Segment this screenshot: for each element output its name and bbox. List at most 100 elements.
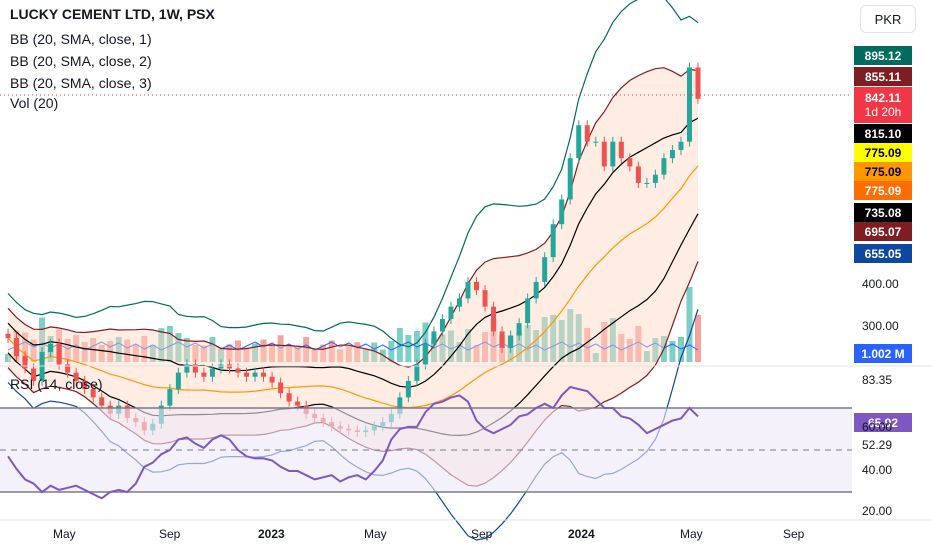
candle-body — [269, 376, 275, 383]
volume-bar — [609, 318, 616, 362]
volume-bar — [192, 345, 199, 362]
price-tag: 895.12 — [854, 46, 912, 65]
volume-bar — [115, 337, 122, 362]
candle-body — [678, 141, 684, 150]
symbol-title[interactable]: LUCKY CEMENT LTD, 1W, PSX — [10, 6, 215, 22]
price-tag-countdown: 1d 20h — [864, 105, 902, 119]
volume-bar — [286, 345, 293, 362]
candle-body — [56, 343, 62, 365]
volume-bar — [226, 344, 233, 362]
candle-layer — [0, 62, 852, 437]
volume-bar — [695, 314, 701, 362]
candle-body — [576, 125, 582, 159]
rsi-tick-label: 60.00 — [862, 420, 893, 434]
candle-body — [669, 149, 675, 159]
volume-bar — [252, 343, 259, 362]
candle-body — [474, 281, 480, 291]
candle-body — [601, 141, 607, 167]
volume-bar — [243, 347, 250, 362]
price-tag: 855.11 — [854, 67, 912, 86]
rsi-tick-label: 40.00 — [862, 463, 893, 477]
x-tick-label: 2024 — [568, 527, 595, 541]
volume-bar — [643, 351, 650, 362]
price-tag-value: 842.11 — [864, 91, 902, 105]
candle-body — [65, 364, 71, 373]
axis-layer — [0, 365, 932, 521]
candle-body — [431, 331, 437, 344]
volume-bar — [200, 345, 207, 362]
candle-body — [439, 319, 445, 332]
candle-body — [618, 141, 624, 159]
candle-body — [465, 281, 471, 299]
volume-bar — [328, 340, 335, 362]
candle-body — [14, 337, 20, 357]
price-tag: 655.05 — [854, 244, 912, 263]
candle-body — [635, 166, 641, 183]
volume-bar — [294, 345, 301, 362]
candle-body — [422, 343, 428, 365]
x-tick-label: May — [53, 527, 76, 541]
candle-body — [278, 382, 284, 394]
candle-body — [686, 67, 692, 142]
indicator-rsi[interactable]: RSI (14, close) — [10, 376, 103, 392]
volume-bar — [516, 331, 523, 362]
candle-body — [5, 333, 11, 338]
bb2-upper — [7, 67, 699, 368]
indicator-bb-3[interactable]: BB (20, SMA, close, 3) — [10, 75, 152, 91]
candle-body — [31, 368, 37, 381]
indicator-bb-2[interactable]: BB (20, SMA, close, 2) — [10, 53, 152, 69]
volume-bar — [132, 344, 139, 362]
volume-bar — [303, 337, 310, 362]
volume-bar — [337, 349, 344, 362]
volume-bar — [73, 335, 80, 362]
volume-bar — [635, 326, 642, 362]
price-tag: 775.09 — [854, 181, 912, 200]
indicator-volume[interactable]: Vol (20) — [10, 95, 59, 111]
volume-bar — [260, 339, 267, 362]
candle-body — [542, 257, 548, 282]
candle-body — [209, 368, 215, 377]
candle-body — [397, 397, 403, 414]
volume-bar — [5, 354, 11, 362]
candle-body — [90, 389, 96, 398]
indicator-bb-1[interactable]: BB (20, SMA, close, 1) — [10, 31, 152, 47]
volume-bar — [235, 340, 241, 362]
candle-body — [414, 364, 420, 381]
candle-body — [516, 323, 522, 336]
candle-body — [559, 199, 565, 225]
volume-tag: 1.002 M — [854, 344, 912, 363]
price-tag: 842.11 1d 20h — [854, 87, 912, 123]
rsi-tag: 65.92 — [854, 413, 912, 432]
volume-bar — [64, 339, 71, 362]
volume-bar — [269, 344, 276, 362]
currency-button[interactable]: PKR — [860, 5, 916, 33]
candle-body — [48, 343, 54, 353]
candle-body — [175, 372, 181, 390]
volume-bar — [430, 338, 437, 362]
rsi-tick-label: 52.29 — [862, 438, 893, 452]
volume-bar — [541, 317, 548, 362]
volume-bar — [575, 314, 582, 362]
bb1-upper — [7, 117, 699, 388]
volume-bar — [98, 345, 105, 362]
candle-body — [644, 182, 650, 184]
candle-body — [261, 372, 267, 377]
price-tag: 815.10 — [854, 124, 912, 143]
candle-body — [448, 306, 454, 320]
x-tick-label: Sep — [159, 527, 181, 541]
candle-body — [508, 335, 514, 348]
y-tick-label: 400.00 — [862, 277, 899, 291]
candle-body — [244, 372, 250, 377]
x-tick-label: May — [680, 527, 703, 541]
candle-body — [405, 380, 411, 398]
volume-bar — [447, 330, 454, 362]
volume-bar — [550, 315, 557, 362]
candle-body — [167, 389, 173, 406]
volume-bar — [158, 328, 165, 362]
candle-body — [201, 372, 207, 377]
rsi-tick-label: 83.35 — [862, 373, 893, 387]
candle-body — [491, 306, 497, 332]
volume-bar — [618, 334, 625, 362]
volume-bar — [601, 322, 608, 362]
